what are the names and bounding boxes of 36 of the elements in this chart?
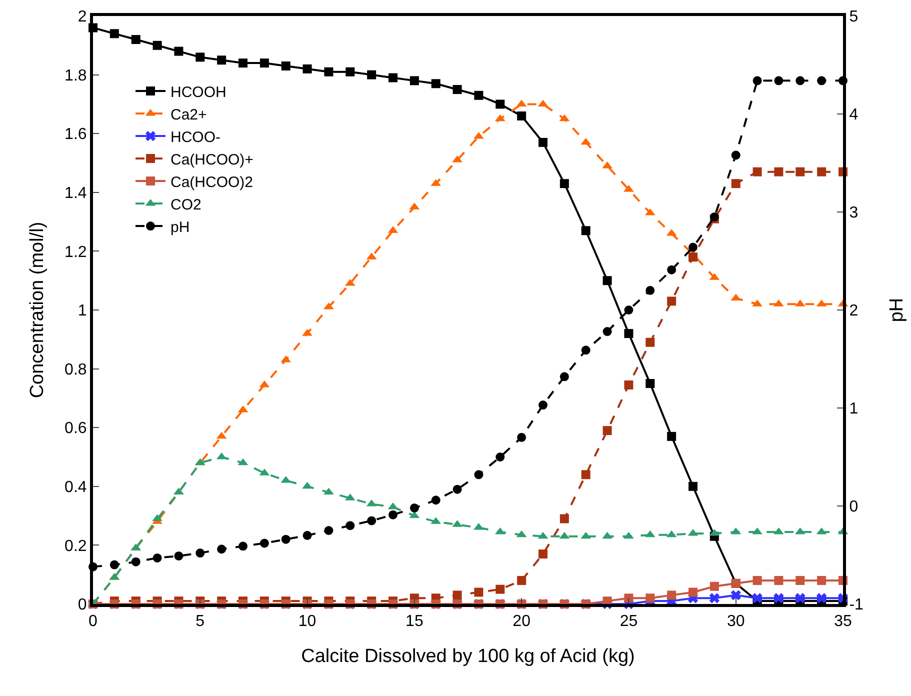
x-tick-label: 15 [406, 613, 424, 630]
x-tick-label: 10 [298, 613, 316, 630]
y2-tick-label: 4 [849, 106, 858, 124]
y-tick-label: 1 [78, 302, 87, 320]
y2-tick-label: 2 [849, 302, 858, 320]
legend-label: Ca(HCOO)2 [170, 174, 254, 191]
legend-label: HCOO- [170, 128, 220, 146]
legend-label: Ca(HCOO)+ [170, 151, 254, 168]
x-tick-label: 20 [512, 613, 531, 630]
y2-tick-label: -1 [849, 596, 864, 614]
y-axis-title: Concentration (mol/l) [27, 222, 48, 398]
y-tick-label: 1.8 [64, 67, 87, 84]
legend-label: Ca2+ [170, 106, 208, 124]
x-tick-label: 30 [726, 613, 745, 630]
y-tick-label: 0.4 [64, 479, 87, 496]
legend-label: pH [170, 218, 190, 236]
y-tick-label: 0.6 [64, 420, 87, 438]
x-tick-label: 5 [196, 613, 205, 630]
legend-label: HCOOH [170, 84, 226, 101]
y-tick-label: 1.6 [64, 126, 87, 144]
legend-label: CO2 [170, 196, 202, 214]
y2-tick-label: 3 [849, 204, 858, 222]
y-tick-label: 1.2 [64, 244, 87, 261]
x-tick-label: 0 [88, 613, 98, 630]
y2-axis-title: pH [886, 298, 908, 322]
x-axis-title: Calcite Dissolved by 100 kg of Acid (kg) [301, 646, 635, 667]
y2-tick-label: 1 [849, 400, 858, 418]
y2-tick-label: 0 [849, 498, 858, 516]
y2-tick-label: 5 [849, 8, 858, 26]
y-tick-label: 0.8 [64, 361, 87, 378]
x-tick-label: 25 [620, 613, 638, 630]
y-tick-label: 0.2 [64, 538, 87, 555]
y-tick-label: 1.4 [64, 185, 87, 202]
y-tick-label: 0 [78, 596, 87, 614]
y-tick-label: 2 [78, 8, 87, 26]
x-tick-label: 35 [834, 613, 852, 630]
